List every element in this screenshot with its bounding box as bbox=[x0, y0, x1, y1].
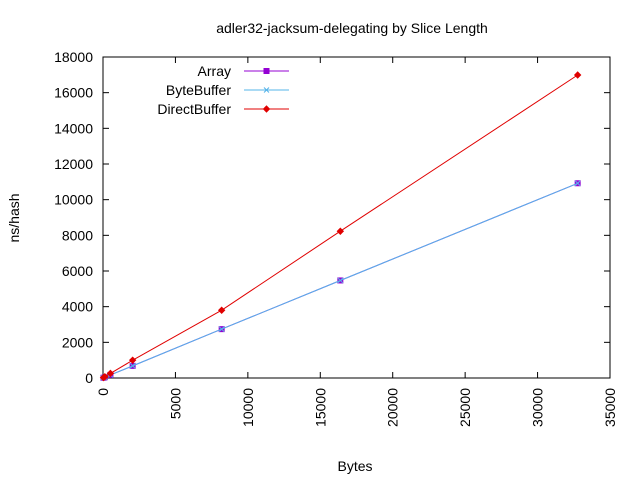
y-tick-label: 18000 bbox=[54, 49, 93, 65]
data-point-directbuffer bbox=[106, 369, 115, 378]
data-point-bytebuffer bbox=[218, 326, 225, 332]
x-axis-label: Bytes bbox=[337, 458, 372, 474]
y-tick-label: 12000 bbox=[54, 156, 93, 172]
x-tick-label: 35000 bbox=[602, 388, 618, 427]
axes: 0 2000 4000 6000 8000 10000 12000 14000 16000 180… bbox=[54, 49, 618, 427]
legend-marker-bytebuffer bbox=[263, 87, 270, 93]
data-point-directbuffer bbox=[128, 356, 137, 364]
x-tick-label: 0 bbox=[95, 388, 111, 396]
legend-label-array: Array bbox=[198, 63, 231, 79]
x-tick-label: 5000 bbox=[167, 388, 183, 419]
x-tick-label: 15000 bbox=[312, 388, 328, 427]
y-tick-label: 6000 bbox=[62, 263, 93, 279]
data-point-directbuffer bbox=[217, 306, 226, 314]
y-tick-label: 2000 bbox=[62, 334, 93, 350]
data-point-bytebuffer bbox=[337, 277, 344, 284]
data-point-bytebuffer bbox=[574, 180, 581, 187]
y-axis-label: ns/hash bbox=[6, 193, 22, 242]
data-point-directbuffer bbox=[101, 373, 109, 381]
y-tick-label: 4000 bbox=[62, 299, 93, 315]
plot-frame bbox=[102, 56, 611, 379]
data-point-directbuffer bbox=[336, 227, 345, 235]
series-line-directbuffer bbox=[103, 74, 578, 379]
x-tick-label: 10000 bbox=[240, 388, 256, 427]
y-tick-label: 14000 bbox=[54, 120, 93, 136]
x-tick-label: 20000 bbox=[385, 388, 401, 427]
x-tick-label: 30000 bbox=[530, 388, 546, 427]
legend-label-directbuffer: DirectBuffer bbox=[157, 101, 231, 117]
legend: Array ByteBuffer DirectBuffer bbox=[157, 63, 289, 117]
legend-label-bytebuffer: ByteBuffer bbox=[166, 82, 231, 98]
y-tick-label: 8000 bbox=[62, 227, 93, 243]
data-point-bytebuffer bbox=[129, 363, 136, 369]
x-tick-label: 25000 bbox=[457, 388, 473, 427]
y-tick-label: 16000 bbox=[54, 85, 93, 101]
legend-marker-array bbox=[263, 68, 270, 74]
legend-marker-directbuffer bbox=[262, 105, 271, 113]
data-point-directbuffer bbox=[573, 71, 582, 79]
plot-area bbox=[99, 71, 582, 382]
y-tick-label: 10000 bbox=[54, 192, 93, 208]
y-tick-label: 0 bbox=[85, 370, 93, 386]
chart-title: adler32-jacksum-delegating by Slice Leng… bbox=[216, 20, 488, 36]
